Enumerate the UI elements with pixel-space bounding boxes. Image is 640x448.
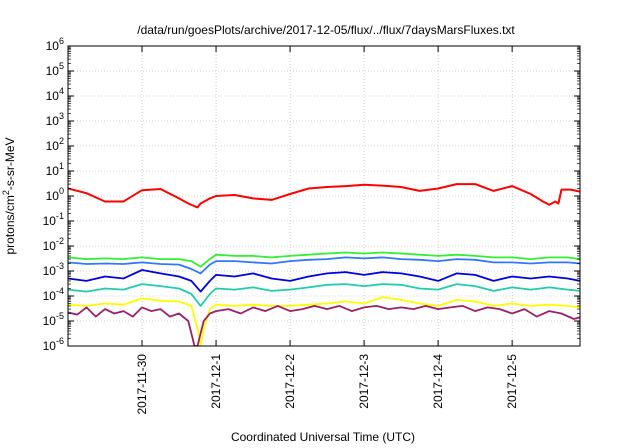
y-tick-label: 10-3 [43, 261, 64, 278]
x-tick-label: 2017-11-30 [135, 354, 149, 415]
y-tick-label: 102 [46, 136, 64, 153]
series-line-2 [68, 251, 580, 268]
series-line-1 [68, 183, 580, 209]
chart-title: /data/run/goesPlots/archive/2017-12-05/f… [137, 23, 515, 37]
series-line-5 [68, 283, 580, 307]
y-tick-label: 100 [46, 186, 64, 203]
x-tick-label: 2017-12-5 [505, 354, 519, 409]
y-axis-label: protons/cm2-s-sr-MeV [1, 137, 17, 254]
x-axis-label: Coordinated Universal Time (UTC) [231, 430, 415, 444]
y-tick-label: 104 [46, 86, 64, 103]
x-tick-label: 2017-12-4 [431, 354, 445, 409]
y-tick-label: 103 [46, 111, 64, 128]
series-group [68, 183, 580, 346]
grid [68, 46, 580, 346]
series-line-7 [68, 304, 580, 346]
y-tick-label: 10-4 [43, 286, 64, 303]
y-tick-label: 10-2 [43, 236, 64, 253]
x-tick-label: 2017-12-3 [357, 354, 371, 409]
y-tick-label: 106 [46, 36, 64, 53]
y-tick-labels: 10-6 10-5 10-4 10-3 10-2 10-1 100 101 102 103 104 1… [43, 36, 64, 353]
series-line-4 [68, 269, 580, 293]
y-tick-label: 101 [46, 161, 64, 178]
y-tick-label: 10-5 [43, 311, 64, 328]
series-line-3 [68, 256, 580, 275]
tick-marks [68, 45, 580, 347]
y-tick-label: 10-6 [43, 336, 64, 353]
y-tick-label: 10-1 [43, 211, 64, 228]
x-tick-label: 2017-12-2 [283, 354, 297, 409]
y-tick-label: 105 [46, 61, 64, 78]
x-tick-labels: 2017-11-30 2017-12-1 2017-12-2 2017-12-3 201… [135, 354, 519, 415]
x-tick-label: 2017-12-1 [209, 354, 223, 409]
series-line-6 [68, 296, 580, 346]
